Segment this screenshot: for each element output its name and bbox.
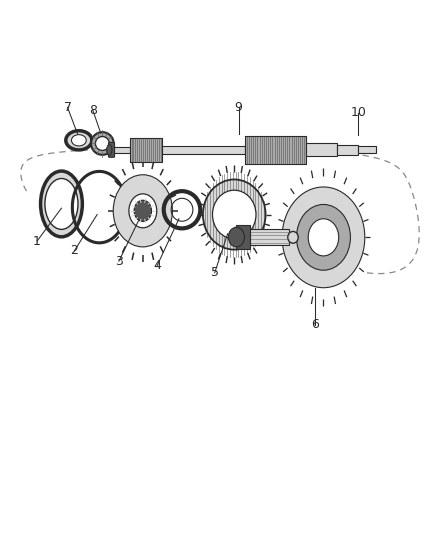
Bar xyxy=(245,135,306,164)
Bar xyxy=(336,145,358,155)
Bar xyxy=(237,225,251,249)
Text: 8: 8 xyxy=(89,103,97,117)
Ellipse shape xyxy=(134,200,152,221)
Ellipse shape xyxy=(107,144,112,155)
Text: 2: 2 xyxy=(71,244,78,257)
Bar xyxy=(113,147,130,152)
Ellipse shape xyxy=(66,131,92,150)
Bar xyxy=(306,143,336,156)
Bar xyxy=(130,138,162,162)
Text: 10: 10 xyxy=(350,106,366,119)
Text: 6: 6 xyxy=(311,318,319,332)
Bar xyxy=(358,147,376,154)
Ellipse shape xyxy=(228,227,244,247)
Ellipse shape xyxy=(45,179,78,229)
Text: 3: 3 xyxy=(115,255,123,268)
Ellipse shape xyxy=(288,231,298,243)
Ellipse shape xyxy=(308,219,339,256)
Text: 4: 4 xyxy=(153,259,161,272)
Bar xyxy=(250,229,289,245)
Ellipse shape xyxy=(41,171,82,237)
Ellipse shape xyxy=(129,194,157,228)
Ellipse shape xyxy=(91,132,114,155)
Ellipse shape xyxy=(71,135,86,146)
Text: 9: 9 xyxy=(235,101,243,114)
Text: 7: 7 xyxy=(64,101,71,114)
Ellipse shape xyxy=(297,205,350,270)
Ellipse shape xyxy=(113,175,173,247)
Ellipse shape xyxy=(282,187,365,288)
Text: 1: 1 xyxy=(33,235,41,247)
Text: 5: 5 xyxy=(211,266,219,279)
Bar xyxy=(162,146,245,154)
Ellipse shape xyxy=(95,136,110,150)
Ellipse shape xyxy=(203,180,265,249)
FancyBboxPatch shape xyxy=(109,142,115,157)
Ellipse shape xyxy=(212,190,256,239)
